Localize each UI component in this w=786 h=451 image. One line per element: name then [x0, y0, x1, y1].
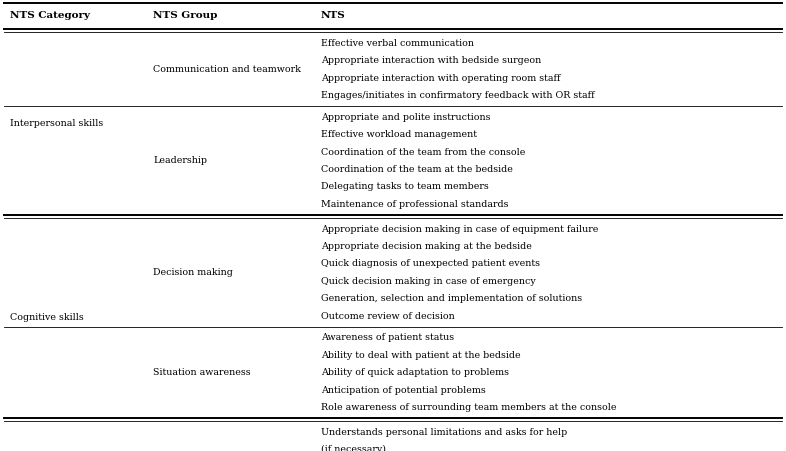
- Text: Appropriate and polite instructions: Appropriate and polite instructions: [321, 113, 490, 122]
- Text: Coordination of the team at the bedside: Coordination of the team at the bedside: [321, 165, 512, 174]
- Text: Effective workload management: Effective workload management: [321, 130, 476, 139]
- Text: Effective verbal communication: Effective verbal communication: [321, 39, 474, 48]
- Text: Quick decision making in case of emergency: Quick decision making in case of emergen…: [321, 277, 535, 286]
- Text: Appropriate decision making at the bedside: Appropriate decision making at the bedsi…: [321, 242, 531, 251]
- Text: (if necessary): (if necessary): [321, 445, 386, 451]
- Text: Decision making: Decision making: [153, 268, 233, 276]
- Text: Communication and teamwork: Communication and teamwork: [153, 64, 301, 74]
- Text: Anticipation of potential problems: Anticipation of potential problems: [321, 386, 486, 395]
- Text: NTS: NTS: [321, 11, 345, 20]
- Text: Appropriate interaction with operating room staff: Appropriate interaction with operating r…: [321, 74, 560, 83]
- Text: Appropriate decision making in case of equipment failure: Appropriate decision making in case of e…: [321, 225, 598, 234]
- Text: NTS Category: NTS Category: [10, 11, 90, 20]
- Text: Interpersonal skills: Interpersonal skills: [10, 119, 104, 128]
- Text: NTS Group: NTS Group: [153, 11, 218, 20]
- Text: Awareness of patient status: Awareness of patient status: [321, 333, 454, 342]
- Text: Appropriate interaction with bedside surgeon: Appropriate interaction with bedside sur…: [321, 56, 541, 65]
- Text: Delegating tasks to team members: Delegating tasks to team members: [321, 182, 488, 191]
- Text: Leadership: Leadership: [153, 156, 208, 165]
- Text: Outcome review of decision: Outcome review of decision: [321, 312, 454, 321]
- Text: Understands personal limitations and asks for help: Understands personal limitations and ask…: [321, 428, 567, 437]
- Text: Ability to deal with patient at the bedside: Ability to deal with patient at the beds…: [321, 351, 520, 360]
- Text: Coordination of the team from the console: Coordination of the team from the consol…: [321, 147, 525, 156]
- Text: Role awareness of surrounding team members at the console: Role awareness of surrounding team membe…: [321, 403, 616, 412]
- Text: Maintenance of professional standards: Maintenance of professional standards: [321, 200, 509, 209]
- Text: Quick diagnosis of unexpected patient events: Quick diagnosis of unexpected patient ev…: [321, 259, 540, 268]
- Text: Ability of quick adaptation to problems: Ability of quick adaptation to problems: [321, 368, 509, 377]
- Text: Situation awareness: Situation awareness: [153, 368, 251, 377]
- Text: Engages/initiates in confirmatory feedback with OR staff: Engages/initiates in confirmatory feedba…: [321, 91, 594, 100]
- Text: Cognitive skills: Cognitive skills: [10, 313, 84, 322]
- Text: Generation, selection and implementation of solutions: Generation, selection and implementation…: [321, 294, 582, 303]
